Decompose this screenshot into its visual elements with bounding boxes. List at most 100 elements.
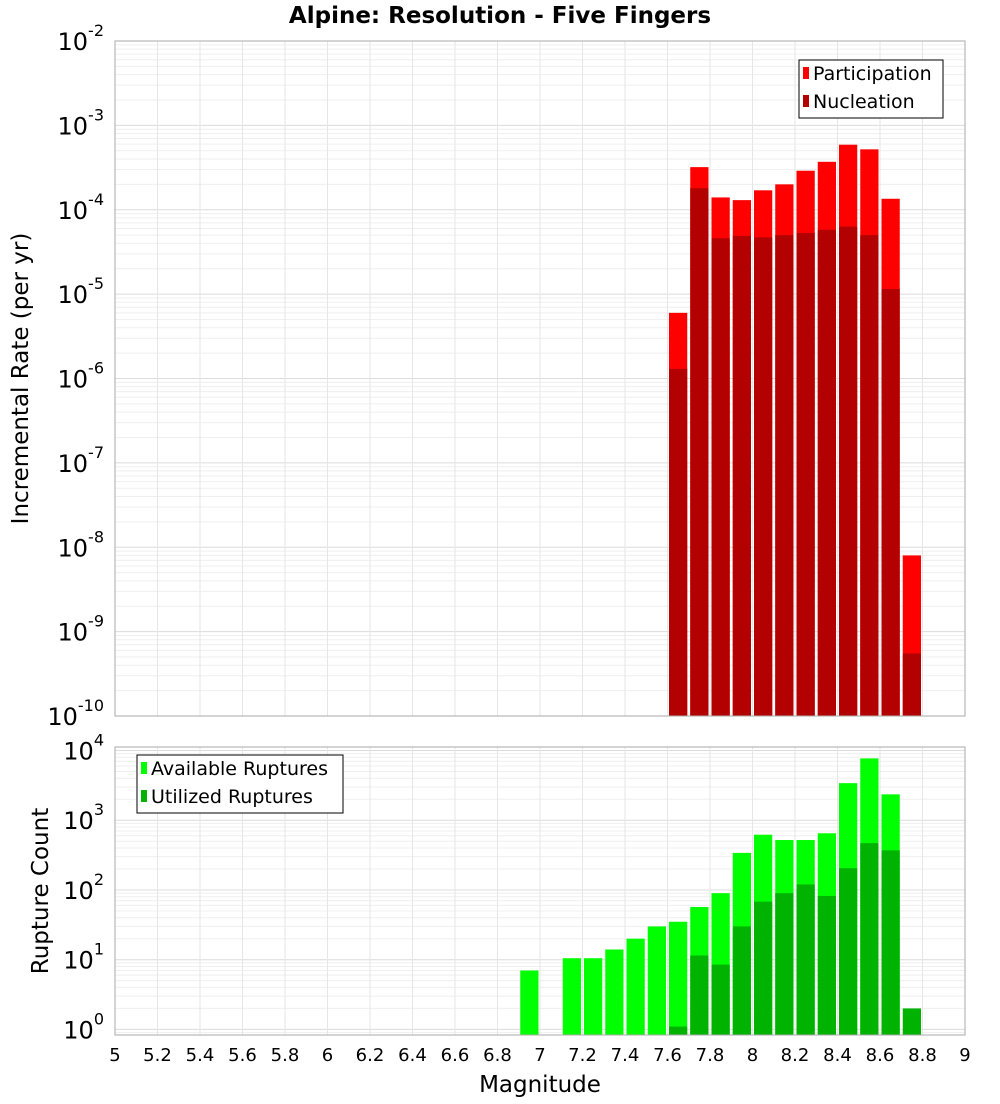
y-tick-label: 10-6 <box>58 359 105 394</box>
legend: Available Ruptures Utilized Ruptures <box>136 754 344 814</box>
legend-box <box>136 754 344 814</box>
y-tick-exponent: -8 <box>88 527 104 546</box>
y-tick-base: 10 <box>63 1016 94 1044</box>
y-tick-exponent: -9 <box>88 612 104 631</box>
bar-available-ruptures <box>669 921 688 1035</box>
x-tick-label: 5.8 <box>271 1045 300 1066</box>
y-tick-exponent: 0 <box>94 1009 104 1028</box>
y-axis-label: Incremental Rate (per yr) <box>8 233 34 525</box>
x-tick-label: 5.6 <box>228 1045 257 1066</box>
legend-label: Utilized Ruptures <box>151 786 313 808</box>
x-tick-label: 7.6 <box>653 1045 682 1066</box>
y-tick-base: 10 <box>58 534 89 562</box>
y-tick-exponent: -2 <box>88 21 104 40</box>
bar-utilized-ruptures <box>881 850 900 1035</box>
y-tick-label: 10-7 <box>58 443 105 478</box>
legend: Participation Nucleation <box>798 59 944 119</box>
y-tick-base: 10 <box>58 450 89 478</box>
x-tick-label: 7 <box>534 1045 545 1066</box>
x-tick-label: 8 <box>747 1045 758 1066</box>
y-tick-label: 100 <box>63 1009 104 1044</box>
y-tick-base: 10 <box>58 619 89 647</box>
legend-label: Nucleation <box>813 91 915 113</box>
bar-nucleation <box>711 238 730 716</box>
bar-available-ruptures <box>584 958 603 1035</box>
bar-nucleation <box>796 233 815 716</box>
bar-nucleation <box>860 235 879 716</box>
y-tick-label: 10-5 <box>58 274 105 309</box>
bar-utilized-ruptures <box>690 955 709 1035</box>
bar-utilized-ruptures <box>711 964 730 1035</box>
plot-border <box>114 746 966 1036</box>
bar-nucleation <box>775 235 794 716</box>
legend-swatch <box>141 790 147 802</box>
y-tick-exponent: -5 <box>88 274 104 293</box>
y-tick-base: 10 <box>58 366 89 394</box>
y-tick-label: 101 <box>63 940 104 975</box>
legend-label: Participation <box>813 63 932 85</box>
y-axis-label: Rupture Count <box>28 808 54 974</box>
bar-available-ruptures <box>562 958 581 1035</box>
y-tick-base: 10 <box>58 28 89 56</box>
bar-utilized-ruptures <box>775 893 794 1035</box>
x-tick-label: 5 <box>109 1045 120 1066</box>
x-axis-label: Magnitude <box>479 1072 601 1098</box>
x-tick-label: 5.2 <box>143 1045 172 1066</box>
plot-border <box>114 40 966 717</box>
bar-available-ruptures <box>605 949 624 1035</box>
bar-nucleation <box>902 653 921 716</box>
x-tick-label: 7.2 <box>568 1045 597 1066</box>
y-tick-exponent: -10 <box>78 696 104 715</box>
bar-utilized-ruptures <box>669 1026 688 1035</box>
y-tick-label: 10-8 <box>58 527 105 562</box>
y-tick-exponent: -6 <box>88 359 104 378</box>
y-tick-exponent: 2 <box>94 870 104 889</box>
x-tick-label: 8.8 <box>908 1045 937 1066</box>
y-tick-label: 102 <box>63 870 104 905</box>
y-tick-label: 10-4 <box>58 190 105 225</box>
bar-nucleation <box>754 237 773 716</box>
y-tick-base: 10 <box>63 807 94 835</box>
bar-nucleation <box>690 188 709 717</box>
bar-nucleation <box>669 368 688 716</box>
y-tick-label: 103 <box>63 800 104 835</box>
bar-utilized-ruptures <box>902 1008 921 1035</box>
bar-utilized-ruptures <box>732 926 751 1035</box>
x-tick-label: 5.4 <box>186 1045 215 1066</box>
x-tick-label: 6.2 <box>356 1045 385 1066</box>
y-tick-base: 10 <box>58 112 89 140</box>
y-tick-exponent: 1 <box>94 940 104 959</box>
y-tick-base: 10 <box>63 947 94 975</box>
x-tick-label: 8.2 <box>781 1045 810 1066</box>
y-tick-exponent: -3 <box>88 105 104 124</box>
bar-utilized-ruptures <box>839 868 858 1035</box>
y-tick-base: 10 <box>58 197 89 225</box>
legend-box <box>798 59 944 119</box>
bar-utilized-ruptures <box>796 884 815 1035</box>
bar-nucleation <box>839 226 858 716</box>
x-tick-label: 7.8 <box>696 1045 725 1066</box>
y-tick-base: 10 <box>63 737 94 765</box>
bar-nucleation <box>817 229 836 717</box>
bar-available-ruptures <box>520 970 539 1035</box>
y-tick-base: 10 <box>47 703 78 731</box>
bar-utilized-ruptures <box>754 901 773 1035</box>
y-tick-base: 10 <box>63 877 94 905</box>
panel-1: 10-1010-910-810-710-610-510-410-310-2Inc… <box>8 21 966 731</box>
x-tick-label: 6 <box>322 1045 333 1066</box>
y-tick-exponent: -7 <box>88 443 104 462</box>
x-tick-label: 9 <box>959 1045 970 1066</box>
x-tick-label: 6.4 <box>398 1045 427 1066</box>
x-tick-label: 6.8 <box>483 1045 512 1066</box>
y-tick-base: 10 <box>58 281 89 309</box>
y-tick-exponent: 4 <box>94 730 104 749</box>
y-tick-exponent: -4 <box>88 190 104 209</box>
bar-available-ruptures <box>626 938 645 1035</box>
bar-utilized-ruptures <box>817 895 836 1035</box>
legend-swatch <box>803 95 809 107</box>
y-tick-label: 10-3 <box>58 105 105 140</box>
x-tick-label: 7.4 <box>611 1045 640 1066</box>
